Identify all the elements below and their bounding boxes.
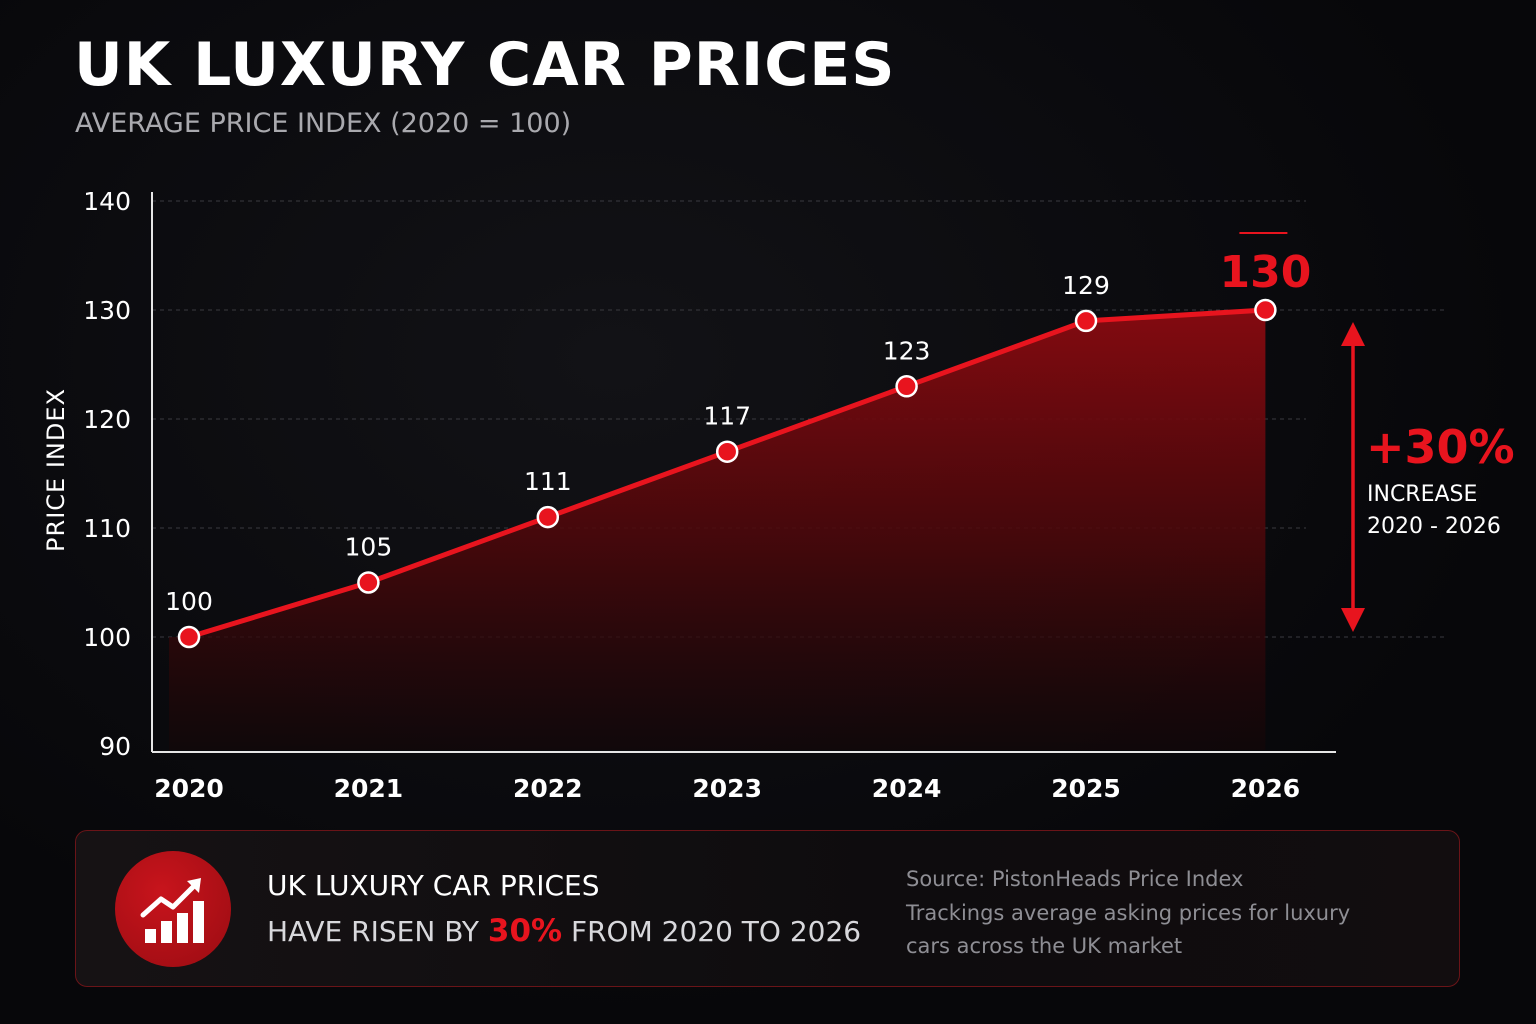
summary-highlight-percent: 30% <box>487 913 563 949</box>
increase-annotation-arrow <box>1341 322 1365 632</box>
summary-headline: UK LUXURY CAR PRICES <box>267 869 600 902</box>
axes <box>151 192 1336 753</box>
x-tick-2023: 2023 <box>692 774 762 803</box>
summary-detail-suffix: FROM 2020 TO 2026 <box>570 915 862 948</box>
data-label-2025: 129 <box>1062 271 1110 300</box>
y-tick-110: 110 <box>83 514 131 543</box>
area-fill <box>169 310 1266 750</box>
area-shape <box>169 310 1266 750</box>
data-point-2021 <box>357 571 380 594</box>
summary-detail-prefix: HAVE RISEN BY <box>267 915 479 948</box>
increase-arrow-head-down <box>1341 608 1365 632</box>
data-label-2020: 100 <box>165 587 213 616</box>
increase-period: 2020 - 2026 <box>1367 514 1501 539</box>
data-label-2026: 130 <box>1219 247 1311 298</box>
y-tick-labels: 90 100 110 120 130 140 <box>83 187 131 761</box>
x-tick-2024: 2024 <box>872 774 942 803</box>
page-title: UK LUXURY CAR PRICES <box>74 30 896 100</box>
data-point-2024 <box>895 375 918 398</box>
page-subtitle: AVERAGE PRICE INDEX (2020 = 100) <box>75 108 572 139</box>
y-tick-120: 120 <box>83 405 131 434</box>
y-axis-title: PRICE INDEX <box>42 388 70 552</box>
data-point-2022 <box>536 505 560 529</box>
increase-percent: +30% <box>1366 420 1515 474</box>
x-tick-2020: 2020 <box>154 774 224 803</box>
data-labels: 100 105 111 117 123 129 130 <box>165 232 1311 616</box>
data-point-2020 <box>177 625 201 649</box>
data-point-2025 <box>1074 309 1098 333</box>
x-tick-2025: 2025 <box>1051 774 1121 803</box>
x-tick-labels: 2020 2021 2022 2023 2024 2025 2026 <box>154 774 1300 803</box>
data-point-2023 <box>715 440 739 463</box>
data-label-2023: 117 <box>703 402 751 431</box>
increase-arrow-head-up <box>1341 322 1365 346</box>
x-tick-2026: 2026 <box>1231 774 1301 803</box>
source-line-3: cars across the UK market <box>906 934 1183 958</box>
x-tick-2022: 2022 <box>513 774 583 803</box>
increase-label: INCREASE <box>1367 482 1478 507</box>
data-label-2024: 123 <box>883 336 931 365</box>
data-point-2026 <box>1254 298 1277 322</box>
bar-chart-rising-arrow-icon <box>115 851 231 967</box>
summary-detail: HAVE RISEN BY 30% FROM 2020 TO 2026 <box>267 913 861 949</box>
source-line-2: Trackings average asking prices for luxu… <box>906 901 1351 925</box>
summary-panel: UK LUXURY CAR PRICES HAVE RISEN BY 30% F… <box>75 830 1460 987</box>
data-label-2021: 105 <box>345 533 393 562</box>
y-tick-130: 130 <box>83 296 131 325</box>
y-axis-title-text: PRICE INDEX <box>42 388 70 552</box>
x-tick-2021: 2021 <box>334 774 404 803</box>
y-tick-100: 100 <box>83 623 131 652</box>
source-line-1: Source: PistonHeads Price Index <box>906 867 1244 891</box>
data-points <box>177 298 1277 649</box>
y-tick-90: 90 <box>99 732 131 761</box>
y-tick-140: 140 <box>83 187 131 216</box>
data-label-2022: 111 <box>524 467 572 496</box>
